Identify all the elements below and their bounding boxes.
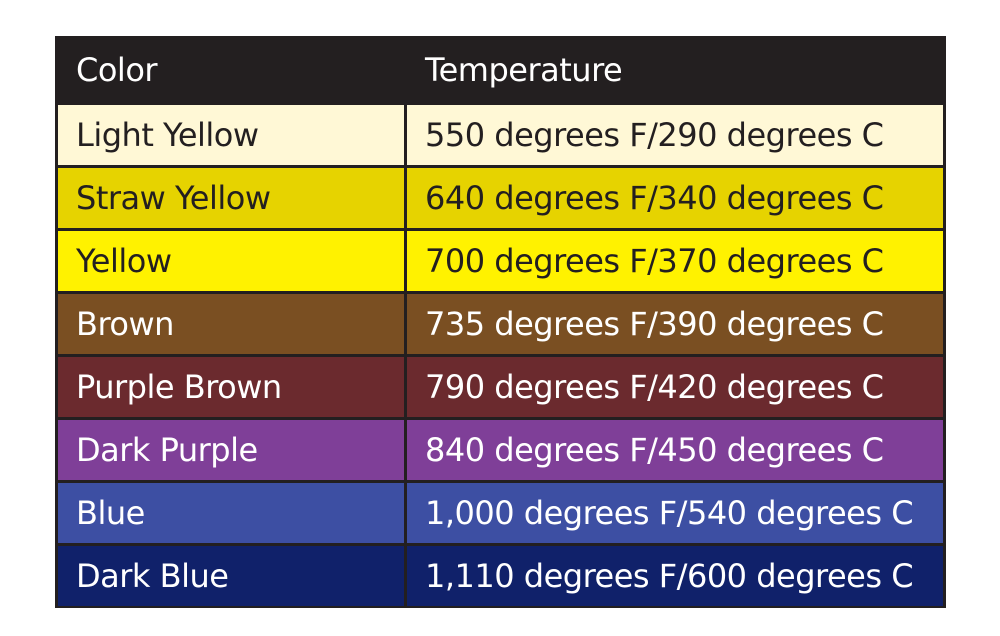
table-row: Yellow 700 degrees F/370 degrees C [58, 231, 943, 291]
header-color: Color [76, 51, 158, 89]
header-temperature: Temperature [425, 51, 623, 89]
temperature-cell: 790 degrees F/420 degrees C [407, 357, 943, 417]
temperature-cell: 1,110 degrees F/600 degrees C [407, 546, 943, 606]
color-cell: Yellow [58, 231, 404, 291]
table-row: Light Yellow 550 degrees F/290 degrees C [58, 105, 943, 165]
color-cell: Straw Yellow [58, 168, 404, 228]
color-cell: Brown [58, 294, 404, 354]
temperature-cell: 735 degrees F/390 degrees C [407, 294, 943, 354]
color-cell: Light Yellow [58, 105, 404, 165]
temperature-cell: 840 degrees F/450 degrees C [407, 420, 943, 480]
temperature-cell: 1,000 degrees F/540 degrees C [407, 483, 943, 543]
temperature-cell: 550 degrees F/290 degrees C [407, 105, 943, 165]
color-cell: Dark Purple [58, 420, 404, 480]
temperature-cell: 640 degrees F/340 degrees C [407, 168, 943, 228]
table-row: Dark Purple 840 degrees F/450 degrees C [58, 420, 943, 480]
table-header-row: Color Temperature [58, 36, 943, 102]
table-row: Brown 735 degrees F/390 degrees C [58, 294, 943, 354]
temper-color-table: Color Temperature Light Yellow 550 degre… [55, 36, 946, 608]
table-row: Dark Blue 1,110 degrees F/600 degrees C [58, 546, 943, 606]
temperature-cell: 700 degrees F/370 degrees C [407, 231, 943, 291]
table-row: Purple Brown 790 degrees F/420 degrees C [58, 357, 943, 417]
table-row: Blue 1,000 degrees F/540 degrees C [58, 483, 943, 543]
color-cell: Purple Brown [58, 357, 404, 417]
color-cell: Blue [58, 483, 404, 543]
table-row: Straw Yellow 640 degrees F/340 degrees C [58, 168, 943, 228]
color-cell: Dark Blue [58, 546, 404, 606]
